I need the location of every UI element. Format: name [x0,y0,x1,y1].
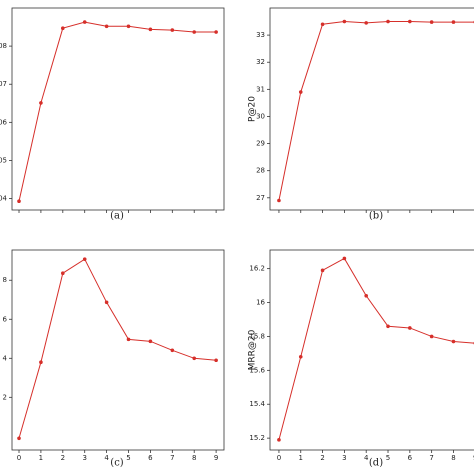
x-tick-label: 2 [320,454,324,462]
point [104,24,109,29]
point [148,27,153,32]
x-tick-label: 5 [126,454,130,462]
point [61,26,65,31]
x-tick-label: 9 [214,454,218,462]
x-tick-label: 6 [148,454,153,462]
x-tick-label: 8 [192,454,196,462]
point [82,257,87,261]
caption: (c) [110,458,124,469]
point [386,19,390,24]
point [104,300,109,305]
x-tick-label: 5 [386,454,390,462]
y-tick-label: 31 [256,85,265,93]
point [126,24,131,29]
y-tick-label: 29 [256,140,265,148]
axes-frame [269,249,474,451]
y-axis-label: MRR@20 [248,329,258,370]
y-tick-label: 08 [0,42,7,50]
series-line [278,21,474,201]
point [408,19,412,24]
point [429,20,434,24]
y-tick-label: 07 [0,80,7,88]
x-tick-label: 0 [277,454,281,462]
y-tick-label: 06 [0,118,8,126]
caption: (b) [369,211,383,222]
point [451,339,456,344]
point [39,101,43,105]
point [429,334,434,339]
axes-frame [11,249,225,451]
point [170,348,175,353]
x-tick-label: 4 [104,454,109,462]
point [17,436,21,441]
point [17,199,21,204]
x-tick-label: 7 [429,454,433,462]
point [364,21,369,25]
point [170,28,175,32]
y-tick-label: 15.4 [249,400,265,408]
point [277,438,281,442]
point [192,356,197,361]
x-tick-label: 8 [451,454,455,462]
x-tick-label: 4 [364,454,369,462]
y-tick-label: 33 [256,31,265,39]
y-tick-label: 32 [256,58,265,66]
x-tick-label: 2 [61,454,65,462]
y-tick-label: 4 [3,354,8,362]
point [320,22,325,27]
point [342,256,347,261]
y-tick-label: 16 [256,299,265,307]
y-tick-label: 05 [0,156,7,164]
caption: (a) [110,211,124,222]
x-tick-label: 3 [82,454,86,462]
point [386,324,390,329]
series-line [278,257,474,440]
y-tick-label: 28 [256,167,265,175]
y-tick-label: 04 [0,195,8,203]
y-tick-label: 27 [256,194,265,202]
y-tick-label: 15.2 [249,434,265,442]
axes-frame [269,7,474,211]
y-tick-label: 30 [256,112,265,120]
point [298,354,303,359]
point [342,19,347,24]
point [192,30,197,34]
axes-frame [11,7,225,211]
point [126,337,131,342]
x-tick-label: 0 [17,454,21,462]
point [39,360,43,364]
x-tick-label: 3 [342,454,346,462]
point [408,326,412,330]
point [320,268,325,273]
x-tick-label: 7 [170,454,174,462]
x-tick-label: 1 [299,454,303,462]
point [364,293,369,298]
point [451,20,456,24]
point [148,339,153,344]
point [214,358,218,363]
y-axis-label: P@20 [248,96,258,122]
y-tick-label: 6 [3,315,8,323]
series-line [18,21,217,202]
y-tick-label: 16.2 [249,265,265,273]
x-tick-label: 6 [408,454,413,462]
y-tick-label: 15.8 [249,332,265,340]
caption: (d) [369,458,383,469]
point [82,20,87,24]
y-tick-label: 15.6 [249,366,265,374]
y-tick-label: 2 [3,393,7,401]
series-line [18,258,217,439]
point [277,198,281,203]
x-tick-label: 1 [39,454,43,462]
y-tick-label: 8 [3,276,7,284]
point [61,271,65,276]
point [214,30,218,34]
point [298,90,303,94]
